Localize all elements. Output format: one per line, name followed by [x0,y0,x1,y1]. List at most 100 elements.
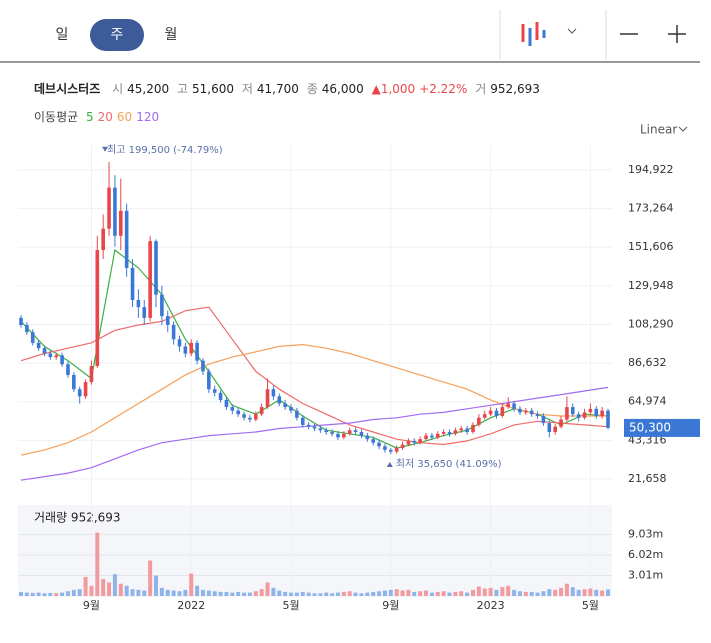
candle-body [224,399,229,408]
candle-body [89,366,94,383]
volume-bar [159,587,164,596]
candle-body [359,432,364,436]
ma-line [20,306,609,446]
volume-bar [330,593,335,596]
scale-toggle[interactable]: Linear [640,123,677,137]
volume-bar [606,589,610,596]
volume-bar [177,591,182,596]
volume-bar [570,587,575,596]
volume-bar [388,589,393,596]
candle-body [541,415,546,424]
zoom-in[interactable] [668,25,686,43]
volume-bar [512,589,517,596]
candle-body [535,414,540,416]
volume-bar [24,592,29,596]
volume-bar [312,593,317,596]
candle-body [588,408,593,413]
value: 45,200 [127,82,170,96]
tab[interactable]: 월 [165,27,178,43]
candle-body [30,332,35,343]
candle-body [283,403,287,408]
volume-bar [371,591,376,596]
y-tick-label: 194,922 [628,163,674,176]
volume-bar [71,589,76,596]
volume-bar [183,589,188,596]
volume-bar [394,589,399,596]
candle-body [547,423,552,433]
candle-body [365,435,370,440]
candle-body [371,439,375,443]
candle-body [248,417,252,420]
volume-bar [259,589,264,596]
change-pct: +2.22% [419,82,468,96]
value: 46,000 [321,82,364,96]
volume-bar [494,589,499,596]
volume-bar [594,589,599,596]
candle-body [441,432,446,434]
y-tick-label: 173,264 [628,202,674,215]
candle-body [477,417,481,425]
scale-toggle-icon[interactable] [678,126,688,132]
candle-body [254,414,258,420]
x-tick-label: 5월 [582,599,599,612]
candle-body [259,407,264,415]
volume-bar [189,573,194,596]
candle-body [430,435,434,438]
volume-bar [318,593,323,596]
candle-body [130,267,135,301]
y-tick-label: 3.01m [628,568,663,581]
candle-body [72,374,76,390]
candle-body [95,250,100,367]
candle-body [559,419,563,427]
volume-bar [412,591,417,596]
volume-bar [418,591,423,596]
candle-body [289,407,293,411]
volume-bar [130,589,135,596]
candle-body [518,408,522,413]
volume-bar [529,591,534,596]
volume-bar [559,587,564,596]
volume-bar [365,592,370,596]
volume-title: 거래량 952,693 [34,511,121,525]
candle-body [406,440,411,445]
candle-body [165,316,170,325]
volume-bar [482,588,487,596]
legend-entry: 5 [86,110,94,124]
legend-entry: 60 [116,110,133,124]
volume-bar [89,585,94,596]
candle-body [66,364,70,375]
x-tick-label: 2023 [477,599,505,612]
candle-body [412,440,417,443]
candle-body [500,407,505,416]
volume-bar [142,590,147,596]
tab[interactable]: 주 [111,27,124,43]
candle-body [512,403,516,409]
candle-body [524,410,528,413]
candle-body [347,430,352,434]
candle-body [606,410,610,428]
volume-bar [54,593,59,596]
candle-body [118,210,123,236]
candle-body [471,424,475,433]
candle-body [177,339,182,347]
volume-bar [465,592,470,596]
volume-bar [124,585,129,596]
volume-bar [224,591,229,596]
volume-bar [353,592,358,596]
candle-body [60,355,64,365]
volume-bar [306,592,311,596]
volume-bar [247,592,252,596]
candle-body [447,432,452,434]
x-tick-label: 9월 [83,599,100,612]
volume-bar [101,578,106,596]
label: 거 [475,82,487,96]
y-tick-label: 21,658 [628,472,667,485]
chart-type-icon[interactable] [521,22,546,46]
tab-selected-bg [90,19,144,51]
candle-body [312,426,317,429]
tab[interactable]: 일 [56,27,69,43]
volume-bar [564,583,569,596]
volume-bar [165,589,170,596]
dropdown-icon[interactable] [567,28,577,34]
volume-bar [424,590,429,596]
